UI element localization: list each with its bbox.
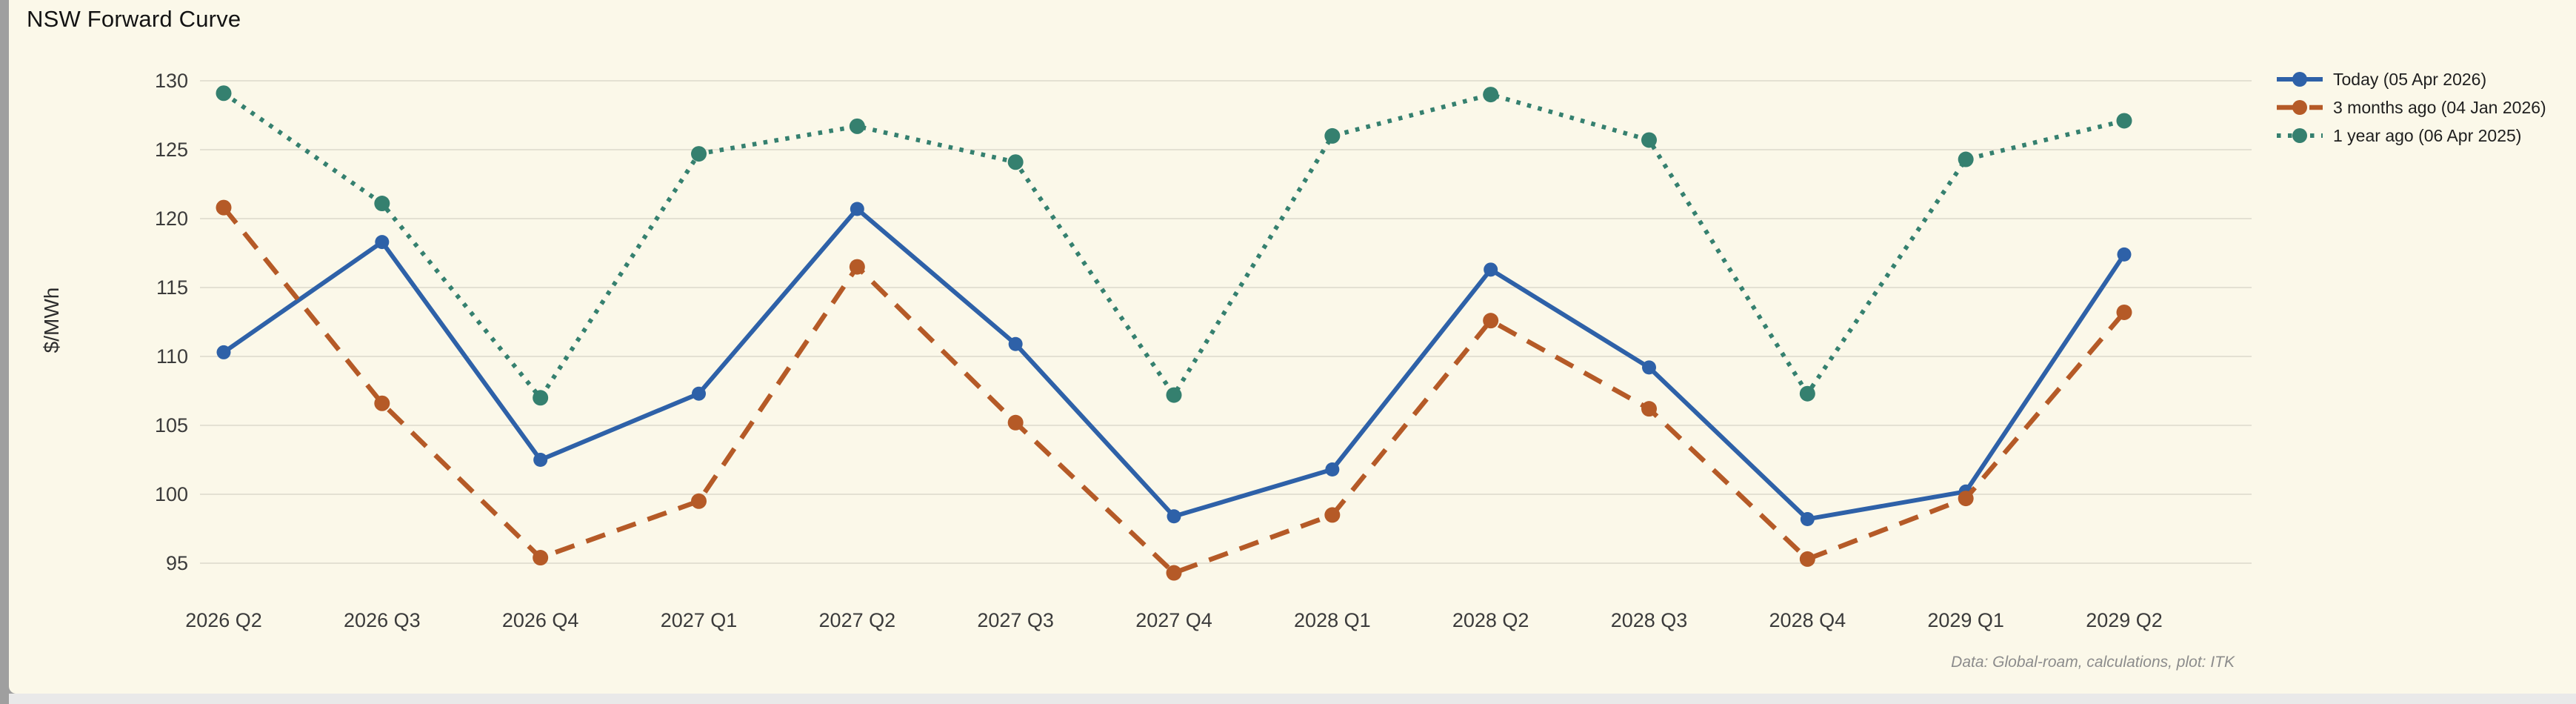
series-line-0 [222,206,2126,522]
data-point-marker [1958,491,1974,507]
data-point-marker [1008,336,1023,351]
page-bottom-edge [9,694,2576,704]
x-tick-label: 2026 Q3 [344,609,421,631]
data-point-marker [849,259,865,275]
legend-swatch-1-year-ago-icon [2277,128,2323,143]
data-point-marker [216,85,232,102]
x-tick-label: 2028 Q3 [1611,609,1688,631]
data-point-marker [1641,132,1657,148]
data-point-marker [691,386,706,401]
x-tick-label: 2027 Q3 [977,609,1054,631]
data-point-marker [1958,151,1974,167]
y-tick-label: 120 [155,207,188,230]
data-point-marker [2116,304,2132,320]
y-tick-label: 130 [155,70,188,92]
data-point-marker [1483,313,1499,329]
data-point-marker [375,235,390,250]
y-tick-label: 125 [155,139,188,161]
legend-item-today[interactable]: Today (05 Apr 2026) [2275,65,2572,93]
y-tick-label: 110 [156,345,188,368]
x-tick-label: 2029 Q1 [1927,609,2004,631]
y-tick-label: 100 [155,483,188,505]
data-point-marker [690,146,707,162]
data-point-marker [1007,414,1024,431]
data-point-marker [216,345,231,359]
legend-swatch-marker [2292,72,2307,87]
legend-swatch-3-months-ago-icon [2277,100,2323,115]
data-point-marker [1167,509,1181,524]
data-point-marker [374,395,390,411]
legend-swatch-marker [2292,100,2307,115]
chart-title: NSW Forward Curve [27,6,241,32]
data-point-marker [216,199,232,216]
legend-label-3-months-ago: 3 months ago (04 Jan 2026) [2333,97,2546,117]
data-point-marker [1799,385,1815,402]
data-point-marker [1166,565,1182,581]
data-point-marker [2117,247,2132,262]
data-point-marker [533,550,549,566]
data-point-marker [1799,551,1815,567]
data-point-marker [1324,507,1341,523]
y-tick-label: 105 [155,414,188,436]
data-point-marker [1483,87,1499,103]
x-tick-label: 2028 Q4 [1769,609,1846,631]
legend-swatch-marker [2292,128,2307,143]
x-tick-label: 2029 Q2 [2086,609,2163,631]
data-point-marker [1641,401,1657,417]
y-tick-label: 115 [156,276,188,299]
x-tick-label: 2028 Q2 [1452,609,1529,631]
legend-label-1-year-ago: 1 year ago (06 Apr 2025) [2333,125,2522,145]
x-tick-label: 2027 Q2 [819,609,896,631]
legend-label-today: Today (05 Apr 2026) [2333,69,2487,89]
x-tick-label: 2026 Q4 [502,609,579,631]
data-point-marker [2116,113,2132,129]
data-point-marker [1800,511,1815,526]
chart-card: NSW Forward Curve 95 100 105 110 115 120 125 13… [9,0,2576,694]
legend-item-1-year-ago[interactable]: 1 year ago (06 Apr 2025) [2275,122,2572,150]
data-point-marker [1324,127,1341,144]
data-point-marker [533,390,549,406]
x-tick-label: 2028 Q1 [1294,609,1371,631]
data-point-marker [849,118,865,134]
series-line-2 [222,91,2125,400]
data-source-footnote: Data: Global-roam, calculations, plot: I… [1951,654,2235,671]
data-point-marker [850,202,864,216]
data-point-marker [690,493,707,509]
data-point-marker [1325,462,1340,477]
data-point-marker [1166,387,1182,403]
data-point-marker [533,453,548,467]
data-point-marker [1007,154,1024,170]
y-axis-title: $/MWh [40,288,63,353]
x-tick-label: 2026 Q2 [185,609,262,631]
chart-legend: Today (05 Apr 2026) 3 months ago (04 Jan… [2275,65,2572,150]
legend-item-3-months-ago[interactable]: 3 months ago (04 Jan 2026) [2275,93,2572,122]
data-point-marker [1641,360,1656,375]
data-point-marker [1484,262,1498,277]
x-tick-label: 2027 Q1 [661,609,738,631]
x-tick-label: 2027 Q4 [1135,609,1212,631]
y-tick-label: 95 [166,552,188,574]
line-chart: 95 100 105 110 115 120 125 130 2026 Q2 2026 Q3 202… [40,70,2252,631]
data-point-marker [374,196,390,212]
legend-swatch-today-icon [2277,72,2323,87]
